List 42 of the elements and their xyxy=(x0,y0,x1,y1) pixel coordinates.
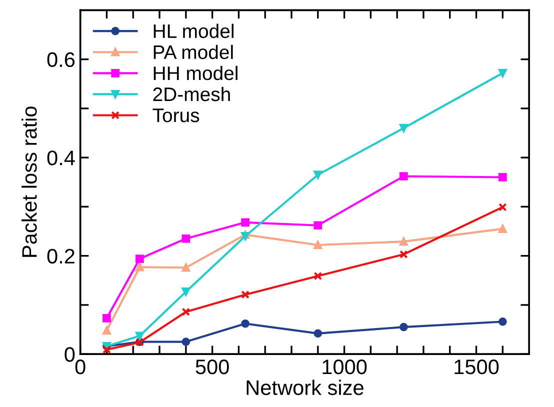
point xyxy=(182,308,190,316)
point xyxy=(136,254,144,263)
point xyxy=(182,234,190,243)
legend-label: 2D-mesh xyxy=(153,86,230,102)
y-tick-label: 0 xyxy=(64,347,75,362)
legend-label: HL model xyxy=(154,24,234,38)
point xyxy=(136,262,144,272)
x-tick-label: 1000 xyxy=(322,360,367,374)
point xyxy=(241,218,250,227)
point xyxy=(102,314,111,322)
point xyxy=(182,338,190,346)
y-axis-title: Packet loss ratio xyxy=(22,106,37,257)
point xyxy=(102,346,111,354)
point xyxy=(182,263,190,272)
legend-label: Torus xyxy=(152,108,200,122)
y-tick-label: 0.2 xyxy=(47,248,74,264)
point xyxy=(498,224,507,233)
point xyxy=(136,332,144,340)
x-tick-label: 0 xyxy=(75,360,86,374)
point xyxy=(400,237,408,246)
point xyxy=(102,326,111,335)
point xyxy=(241,290,250,299)
point xyxy=(400,250,408,259)
point xyxy=(241,319,250,328)
point xyxy=(498,317,507,326)
point xyxy=(314,240,322,250)
x-tick-label: 500 xyxy=(196,360,229,374)
point xyxy=(498,203,507,212)
point xyxy=(498,68,507,78)
point xyxy=(400,124,408,132)
y-tick-label: 0.4 xyxy=(47,150,75,166)
point xyxy=(314,221,322,230)
x-axis-title: Network size xyxy=(246,380,364,396)
y-tick-label: 0.6 xyxy=(47,52,75,68)
point xyxy=(498,173,507,182)
point xyxy=(400,322,408,332)
x-tick-label: 1500 xyxy=(454,360,499,374)
legend-label: PA model xyxy=(154,44,233,60)
legend-label: HH model xyxy=(154,66,238,80)
point xyxy=(314,272,322,280)
point xyxy=(314,329,322,338)
point xyxy=(400,172,408,180)
